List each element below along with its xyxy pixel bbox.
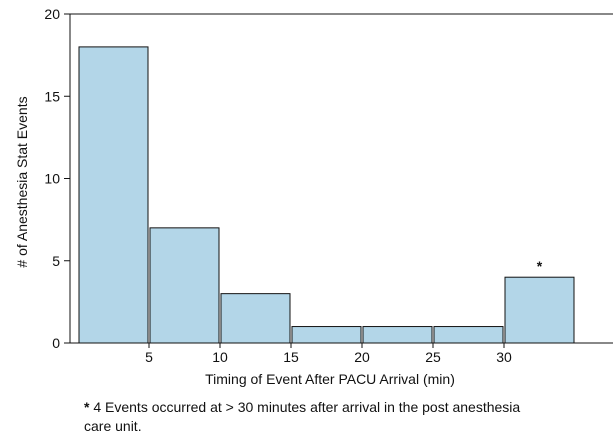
y-tick-label-20: 20 <box>44 6 60 22</box>
x-tick-label-15: 15 <box>283 349 299 365</box>
x-tick-label-5: 5 <box>145 349 153 365</box>
histogram-chart: 0 5 10 15 20 5 10 15 20 25 30 * Timing of Event Aft… <box>14 6 613 387</box>
y-tick-label-10: 10 <box>44 171 60 187</box>
histogram-bar-2 <box>149 227 220 344</box>
footnote-text: 4 Events occurred at > 30 minutes after … <box>84 399 521 434</box>
footnote-marker: * <box>84 399 90 415</box>
axes-layer <box>64 13 613 348</box>
histogram-bar-3 <box>220 293 291 344</box>
x-tick-label-30: 30 <box>496 349 512 365</box>
labels-layer: 0 5 10 15 20 5 10 15 20 25 30 * <box>44 6 542 365</box>
histogram-bar-1 <box>78 46 149 344</box>
footnote: * 4 Events occurred at > 30 minutes afte… <box>84 398 544 436</box>
y-tick-label-15: 15 <box>44 88 60 104</box>
histogram-bar-5 <box>362 326 433 344</box>
histogram-bar-7 <box>504 276 575 344</box>
x-axis-label: Timing of Event After PACU Arrival (min) <box>205 371 455 387</box>
bar-annotation-1: * <box>537 258 543 274</box>
x-tick-label-20: 20 <box>354 349 370 365</box>
x-tick-label-10: 10 <box>212 349 228 365</box>
histogram-bar-6 <box>433 326 504 344</box>
y-tick-label-5: 5 <box>52 253 60 269</box>
y-tick-label-0: 0 <box>52 335 60 351</box>
x-tick-label-25: 25 <box>425 349 441 365</box>
histogram-bar-4 <box>291 326 362 344</box>
y-axis-label: # of Anesthesia Stat Events <box>14 96 30 267</box>
bars-layer <box>78 46 575 344</box>
